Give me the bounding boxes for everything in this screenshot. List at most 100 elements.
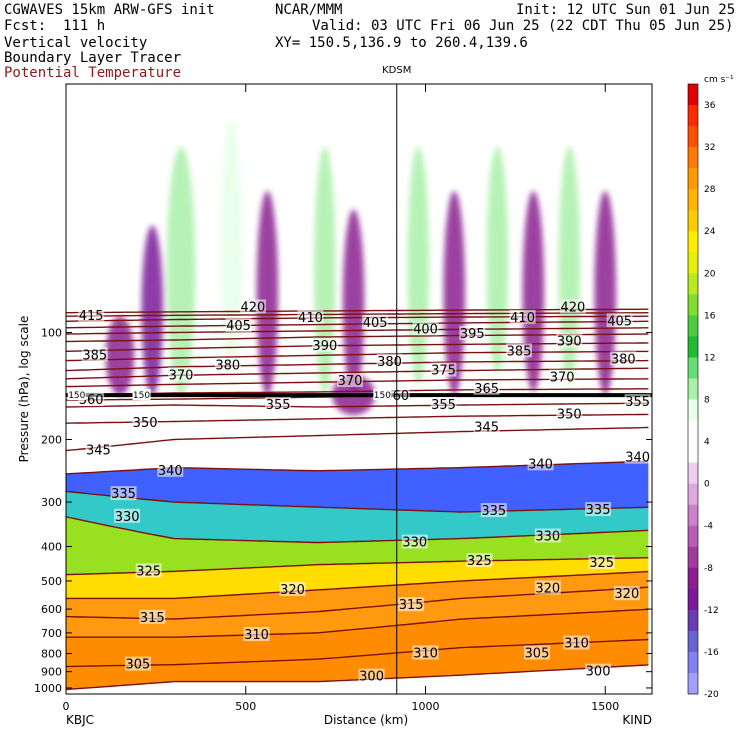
contour-label: 315 bbox=[140, 611, 165, 626]
organization: NCAR/MMM bbox=[275, 2, 343, 18]
colorbar-swatch bbox=[688, 210, 698, 232]
cross-section-endpoints: XY= 150.5,136.9 to 260.4,139.6 bbox=[275, 35, 528, 51]
colorbar-swatch bbox=[688, 441, 698, 464]
colorbar-tick-label: 12 bbox=[704, 353, 715, 363]
contour-label-bg bbox=[239, 299, 266, 314]
field-vertical-velocity: Vertical velocity bbox=[4, 35, 148, 51]
contour-label: 325 bbox=[467, 554, 492, 569]
contour-label-bg bbox=[412, 645, 439, 660]
contour-label-bg bbox=[613, 586, 640, 601]
y-tick-label: 800 bbox=[41, 647, 62, 660]
contour-label-bg bbox=[358, 668, 385, 683]
contour-label: 395 bbox=[460, 327, 485, 342]
colorbar-tick-label: -4 bbox=[704, 522, 713, 532]
contour-label: 380 bbox=[215, 359, 240, 374]
contour-label-bg bbox=[114, 508, 141, 523]
colorbar-units: cm s⁻¹ bbox=[704, 75, 734, 85]
contour-label-bg bbox=[466, 553, 493, 568]
colorbar-tick-label: 16 bbox=[704, 311, 716, 321]
vertical-velocity-region bbox=[342, 209, 365, 396]
colorbar-swatch bbox=[688, 231, 698, 253]
tracer-band-yellow bbox=[66, 557, 649, 599]
contour-label: 340 bbox=[625, 451, 650, 466]
contour-label-bg bbox=[297, 309, 324, 324]
colorbar-swatch bbox=[688, 126, 698, 148]
contour-label-bg bbox=[588, 554, 615, 569]
contour-label: 370 bbox=[338, 374, 363, 389]
contour-label-bg bbox=[473, 380, 500, 395]
theta-contour-390 bbox=[66, 342, 649, 352]
contour-label: 335 bbox=[481, 504, 506, 519]
theta-contour-300 bbox=[66, 664, 649, 691]
contour-label: 380 bbox=[611, 352, 636, 367]
contour-label: 325 bbox=[589, 556, 614, 571]
theta-contour-350 bbox=[66, 413, 649, 424]
colorbar-swatch bbox=[688, 336, 698, 358]
station-marker-label: KDSM bbox=[382, 65, 411, 76]
y-tick-label: 700 bbox=[41, 627, 62, 640]
theta-contour-355 bbox=[66, 402, 649, 408]
y-tick-label: 900 bbox=[41, 666, 62, 679]
contour-label-bg bbox=[473, 419, 500, 434]
colorbar-swatch bbox=[688, 378, 698, 401]
vertical-velocity-region bbox=[220, 118, 243, 377]
colorbar-swatch bbox=[688, 294, 698, 316]
y-axis-label: Pressure (hPa), log scale bbox=[17, 316, 31, 463]
colorbar-swatch bbox=[688, 588, 698, 611]
theta-contour-410 bbox=[66, 315, 649, 322]
contour-label: 355 bbox=[431, 398, 456, 413]
contour-label-bg bbox=[563, 635, 590, 650]
contour-label-bg bbox=[362, 314, 389, 329]
tracer-level-label: 150 bbox=[68, 391, 85, 401]
contour-label-bg bbox=[606, 313, 633, 328]
contour-label: 315 bbox=[399, 598, 424, 613]
field-boundary-layer-tracer: Boundary Layer Tracer bbox=[4, 50, 182, 66]
contour-label: 420 bbox=[560, 300, 585, 315]
contour-label: 405 bbox=[607, 314, 632, 329]
contour-label: 405 bbox=[363, 316, 388, 331]
contour-label: 325 bbox=[136, 564, 161, 579]
y-tick-label: 500 bbox=[41, 575, 62, 588]
contour-label: 365 bbox=[474, 382, 499, 397]
colorbar-tick-label: 4 bbox=[704, 438, 710, 448]
contour-label: 300 bbox=[359, 670, 384, 685]
y-tick-label: 300 bbox=[41, 496, 62, 509]
contour-label-bg bbox=[624, 394, 651, 409]
tracer-band-cyan bbox=[66, 491, 649, 543]
contour-label-bg bbox=[509, 309, 536, 324]
contour-label-bg bbox=[81, 347, 108, 362]
contour-label-bg bbox=[585, 502, 612, 517]
contour-label: 310 bbox=[413, 646, 438, 661]
colorbar-tick-label: 28 bbox=[704, 185, 716, 195]
contour-label-bg bbox=[624, 449, 651, 464]
contour-label: 300 bbox=[586, 665, 611, 680]
x-axis-end-station: KIND bbox=[622, 713, 652, 727]
theta-contour-415 bbox=[66, 312, 649, 317]
y-tick-label: 600 bbox=[41, 603, 62, 616]
contour-label: 350 bbox=[133, 416, 158, 431]
colorbar-tick-label: 20 bbox=[704, 269, 716, 279]
y-tick-label: 200 bbox=[41, 433, 62, 446]
contour-label-bg bbox=[225, 318, 252, 333]
theta-contour-325 bbox=[66, 557, 649, 576]
tracer-level-label: 150 bbox=[374, 391, 391, 401]
contour-label-bg bbox=[110, 486, 137, 501]
contour-label-bg bbox=[337, 373, 364, 388]
tracer-label-bg bbox=[373, 389, 392, 401]
contour-label-bg bbox=[430, 362, 457, 377]
contour-label-bg bbox=[556, 406, 583, 421]
contour-label-bg bbox=[549, 369, 576, 384]
contour-label-bg bbox=[311, 337, 338, 352]
contour-label: 385 bbox=[82, 348, 107, 363]
theta-contour-380 bbox=[66, 359, 649, 372]
vertical-velocity-region bbox=[314, 146, 336, 396]
contour-label: 330 bbox=[535, 530, 560, 545]
x-axis-start-station: KBJC bbox=[66, 713, 94, 727]
contour-label: 330 bbox=[115, 510, 140, 525]
tracer-level-label: 150 bbox=[133, 391, 150, 401]
colorbar-tick-label: 36 bbox=[704, 101, 716, 111]
contour-label: 345 bbox=[474, 420, 499, 435]
colorbar-tick-label: 32 bbox=[704, 143, 715, 153]
colorbar-tick-label: -20 bbox=[704, 690, 719, 700]
